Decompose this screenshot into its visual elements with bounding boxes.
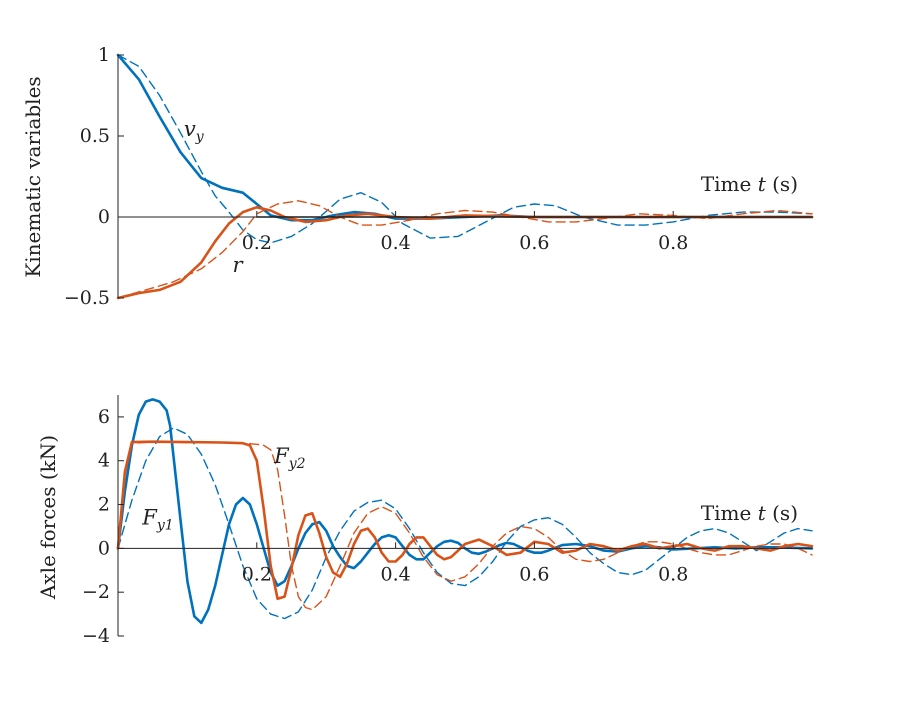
series-line-vy-dashed: [117, 54, 813, 244]
x-tick-label: 0.2: [242, 232, 272, 254]
x-tick-label: 0.4: [380, 232, 410, 254]
x-tick-label: 0.2: [242, 563, 272, 585]
y-tick-label: 0: [98, 206, 110, 228]
x-tick-label: 0.8: [658, 563, 688, 585]
x-axis-variable: t: [758, 501, 767, 525]
x-axis-unit: (s): [772, 501, 798, 525]
x-axis-word: Time: [701, 501, 752, 525]
forces-series-group: [116, 398, 814, 625]
annotation-r: r: [233, 253, 245, 277]
forces-x-axis-title: Time t (s): [701, 501, 798, 525]
y-tick-label: −2: [82, 581, 110, 603]
y-tick-label: 2: [98, 494, 110, 516]
forces-axes: −4 −2 0 2 4 6 0.2 0.4 0.6 0.8: [82, 395, 812, 647]
series-line-r-dashed: [117, 200, 813, 299]
annotation-fy2: Fy2: [273, 444, 305, 472]
annotation-vy: vy: [184, 117, 205, 145]
forces-labels: Axle forces (kN) Time t (s) Fy1 Fy2: [36, 435, 798, 600]
x-axis-word: Time: [701, 172, 752, 196]
x-tick-label: 0.6: [519, 563, 549, 585]
x-tick-label: 0.4: [380, 563, 410, 585]
y-tick-label: −4: [82, 625, 110, 647]
y-tick-label: 6: [98, 406, 110, 428]
kinematic-x-axis-title: Time t (s): [701, 172, 798, 196]
x-tick-label: 0.8: [658, 232, 688, 254]
axle-forces-panel: −4 −2 0 2 4 6 0.2 0.4 0.6 0.8 Axle forces (kN) Ti…: [36, 395, 814, 647]
x-axis-unit: (s): [772, 172, 798, 196]
x-axis-variable: t: [758, 172, 767, 196]
y-tick-label: 4: [98, 450, 110, 472]
kinematic-y-axis-title: Kinematic variables: [21, 76, 45, 277]
series-line-fy2-solid: [116, 440, 814, 601]
kinematic-labels: Kinematic variables Time t (s) vy r: [21, 76, 798, 277]
annotation-fy1: Fy1: [141, 505, 173, 533]
kinematic-axes: −0.5 0 0.5 1 0.2 0.4 0.6 0.8: [64, 44, 812, 309]
series-line-fy1-dashed: [117, 427, 813, 620]
forces-y-axis-title: Axle forces (kN): [36, 435, 60, 600]
kinematic-panel: −0.5 0 0.5 1 0.2 0.4 0.6 0.8 Kinematic variable…: [21, 44, 814, 309]
y-tick-label: −0.5: [64, 287, 110, 309]
y-tick-label: 0.5: [80, 125, 110, 147]
y-tick-label: 1: [98, 44, 110, 66]
y-tick-label: 0: [98, 537, 110, 559]
series-line-fy1-solid: [116, 398, 814, 625]
series-line-fy2-dashed: [117, 441, 813, 611]
x-tick-label: 0.6: [519, 232, 549, 254]
